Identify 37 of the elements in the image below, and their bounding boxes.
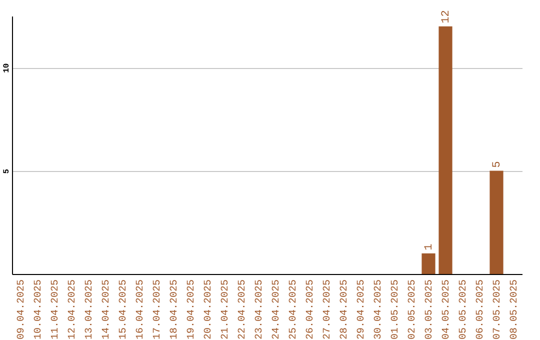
- data-label: 1: [424, 243, 436, 250]
- x-tick-label: 13.04.2025: [84, 280, 96, 340]
- bar: [422, 253, 436, 274]
- bar: [490, 170, 504, 274]
- x-tick-label: 15.04.2025: [118, 280, 130, 340]
- y-tick-label: 10: [2, 63, 12, 73]
- x-tick-label: 10.04.2025: [34, 280, 44, 340]
- x-tick-label: 02.05.2025: [408, 280, 418, 340]
- x-tick-label: 25.04.2025: [288, 280, 300, 340]
- bar: [438, 26, 452, 274]
- x-tick-label: 01.05.2025: [390, 280, 402, 340]
- x-tick-label: 19.04.2025: [186, 280, 198, 340]
- x-tick-label: 05.05.2025: [458, 280, 470, 340]
- x-tick-label: 23.04.2025: [254, 280, 266, 340]
- x-tick-label: 08.05.2025: [510, 280, 520, 340]
- x-tick-label: 22.04.2025: [238, 280, 248, 340]
- x-tick-label: 11.04.2025: [50, 280, 62, 340]
- x-tick-label: 20.04.2025: [204, 280, 214, 340]
- x-tick-label: 17.04.2025: [152, 280, 164, 340]
- data-label: 12: [440, 10, 452, 24]
- x-tick-label: 24.04.2025: [272, 280, 282, 340]
- x-tick-label: 26.04.2025: [306, 280, 316, 340]
- x-tick-label: 21.04.2025: [220, 280, 232, 340]
- x-tick-label: 14.04.2025: [102, 280, 112, 340]
- x-tick-label: 27.04.2025: [322, 280, 334, 340]
- x-tick-label: 30.04.2025: [374, 280, 384, 340]
- x-tick-label: 16.04.2025: [136, 280, 146, 340]
- data-label: 5: [492, 161, 504, 168]
- x-tick-label: 09.04.2025: [16, 280, 28, 340]
- x-tick-label: 04.05.2025: [442, 280, 452, 340]
- x-tick-label: 28.04.2025: [340, 280, 350, 340]
- x-tick-label: 18.04.2025: [170, 280, 180, 340]
- x-tick-label: 29.04.2025: [356, 280, 368, 340]
- x-tick-label: 03.05.2025: [424, 280, 436, 340]
- x-tick-label: 06.05.2025: [476, 280, 486, 340]
- x-tick-label: 12.04.2025: [68, 280, 78, 340]
- x-tick-label: 07.05.2025: [492, 280, 504, 340]
